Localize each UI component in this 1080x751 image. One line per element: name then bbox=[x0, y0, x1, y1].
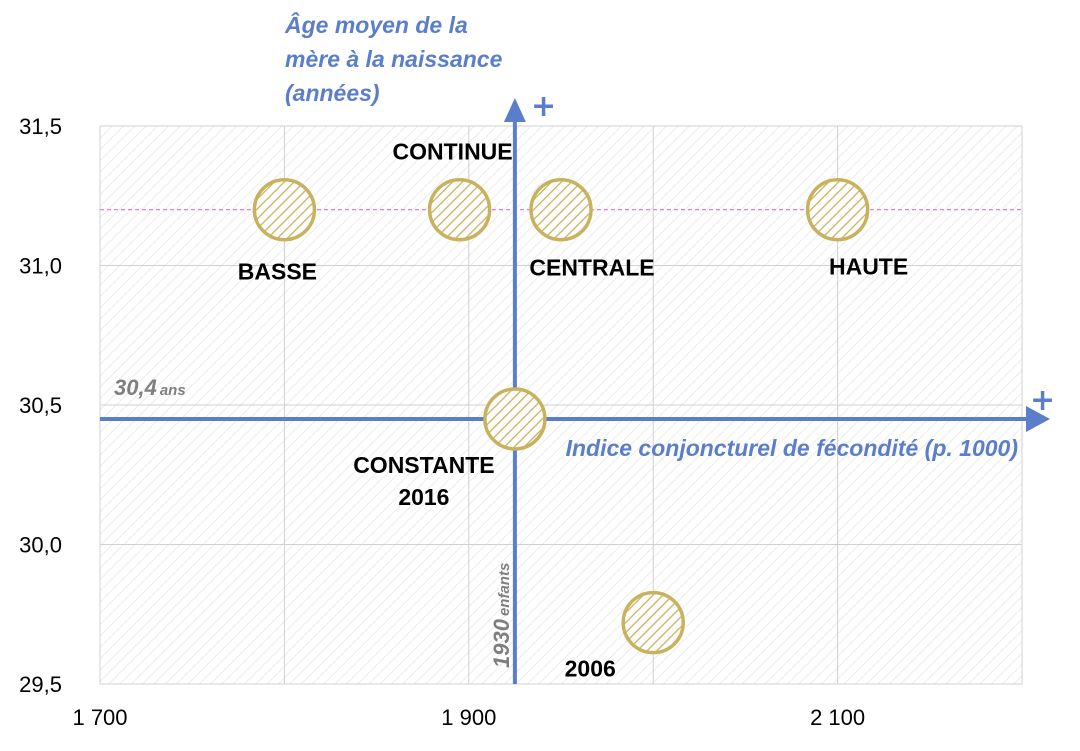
y-tick-label: 30,0 bbox=[19, 533, 62, 558]
data-point bbox=[621, 590, 685, 655]
y-tick-label: 31,5 bbox=[19, 114, 62, 139]
data-point bbox=[252, 177, 317, 242]
point-label: HAUTE bbox=[829, 254, 908, 280]
point-labels: BASSE CONTINUE CENTRALE HAUTE CONSTANTE 2016 2… bbox=[238, 139, 908, 682]
horizontal-reference-value: 30,4 bbox=[114, 375, 157, 400]
tick-labels: 29,5 30,0 30,5 31,0 31,5 1 700 1 900 2 100 bbox=[19, 114, 865, 730]
y-tick-label: 31,0 bbox=[19, 254, 62, 279]
vertical-reference-unit: enfants bbox=[496, 563, 513, 616]
data-point bbox=[427, 177, 492, 242]
x-tick-label: 1 900 bbox=[441, 705, 496, 730]
y-axis-title-line-1: Âge moyen de la bbox=[284, 11, 468, 38]
y-axis-title-line-3: (années) bbox=[285, 80, 380, 106]
x-tick-label: 2 100 bbox=[810, 705, 865, 730]
horizontal-reference-unit: ans bbox=[160, 382, 186, 399]
y-axis-title-line-2: mère à la naissance bbox=[285, 46, 503, 72]
data-point bbox=[483, 387, 547, 451]
point-label-secondary: 2016 bbox=[398, 484, 449, 510]
x-tick-label: 1 700 bbox=[72, 705, 127, 730]
x-axis-title: Indice conjoncturel de fécondité (p. 100… bbox=[566, 435, 1018, 461]
point-label: BASSE bbox=[238, 259, 317, 285]
y-axis-arrowhead bbox=[503, 98, 526, 122]
vertical-reference-label: 1930 enfants bbox=[489, 563, 514, 668]
data-points bbox=[252, 177, 870, 655]
point-label: CONTINUE bbox=[393, 139, 513, 165]
reference-lines: 30,4 ans 1930 enfants bbox=[100, 98, 1050, 684]
x-axis-plus-marker: + bbox=[1030, 383, 1055, 418]
axis-titles: Âge moyen de la mère à la naissance (ann… bbox=[284, 11, 1055, 461]
point-label: CENTRALE bbox=[529, 255, 654, 281]
x-axis-arrowhead bbox=[1026, 405, 1050, 432]
data-point bbox=[529, 177, 593, 242]
vertical-reference-value: 1930 bbox=[489, 618, 514, 668]
y-tick-label: 30,5 bbox=[19, 393, 62, 418]
y-axis-plus-marker: + bbox=[531, 89, 556, 124]
horizontal-reference-label: 30,4 ans bbox=[114, 375, 186, 400]
point-label: CONSTANTE bbox=[353, 452, 494, 478]
point-label: 2006 bbox=[565, 656, 616, 682]
data-point bbox=[805, 177, 870, 242]
y-tick-label: 29,5 bbox=[19, 672, 62, 697]
